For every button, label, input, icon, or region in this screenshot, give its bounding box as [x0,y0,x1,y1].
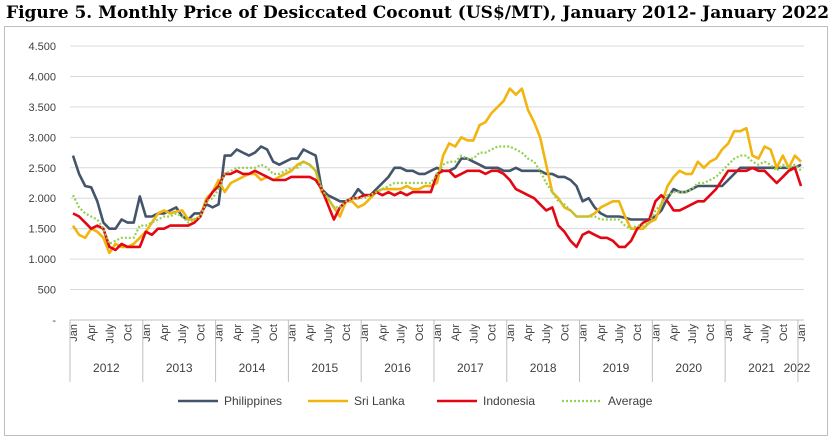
legend-label: Indonesia [483,394,535,408]
x-tick-label: Jan [214,324,226,342]
x-tick-label: Apr [305,324,317,341]
y-tick-label: - [52,315,56,327]
year-label: 2014 [239,361,266,375]
chart-frame [4,26,828,436]
year-label: 2020 [675,361,702,375]
x-tick-label: Oct [123,324,135,341]
legend-label: Average [608,394,653,408]
year-label: 2013 [166,361,193,375]
x-tick-label: Oct [632,324,644,341]
year-label: 2016 [384,361,411,375]
x-tick-label: Apr [596,324,608,341]
x-tick-label: July [250,324,262,344]
x-tick-label: July [687,324,699,344]
y-tick-label: 500 [38,285,56,297]
year-label: 2018 [530,361,557,375]
x-tick-label: Jan [650,324,662,342]
x-tick-label: Apr [232,324,244,341]
year-label: 2015 [311,361,338,375]
year-label: 2021 [748,361,775,375]
x-tick-label: July [323,324,335,344]
y-tick-label: 2.500 [28,163,56,175]
x-tick-label: Oct [414,324,426,341]
x-tick-label: Apr [669,324,681,341]
x-tick-label: Jan [68,324,80,342]
legend-label: Philippines [224,394,282,408]
year-label: 2012 [93,361,120,375]
x-tick-label: Apr [86,324,98,341]
x-tick-label: Jan [432,324,444,342]
y-tick-label: 2.000 [28,193,56,205]
x-tick-label: July [468,324,480,344]
x-tick-label: July [760,324,772,344]
y-tick-label: 3.000 [28,132,56,144]
year-label: 2019 [603,361,630,375]
figure-title: Figure 5. Monthly Price of Desiccated Co… [6,3,830,23]
y-tick-label: 4.500 [28,41,56,53]
x-tick-label: July [396,324,408,344]
series-line-average [72,145,802,245]
x-tick-label: Apr [741,324,753,341]
x-tick-label: July [614,324,626,344]
x-tick-label: Jan [359,324,371,342]
x-tick-label: Jan [723,324,735,342]
x-tick-label: Apr [523,324,535,341]
x-tick-label: Jan [141,324,153,342]
y-tick-label: 1.500 [28,224,56,236]
y-tick-label: 1.000 [28,254,56,266]
x-tick-label: July [104,324,116,344]
x-tick-label: Oct [559,324,571,341]
x-tick-label: Oct [268,324,280,341]
x-tick-label: July [541,324,553,344]
y-tick-label: 3.500 [28,102,56,114]
year-label: 2022 [784,361,811,375]
x-tick-label: Oct [705,324,717,341]
x-tick-label: Jan [286,324,298,342]
year-label: 2017 [457,361,484,375]
x-tick-label: Oct [778,324,790,341]
legend-label: Sri Lanka [354,394,405,408]
x-tick-label: Jan [505,324,517,342]
series-line-philippines [71,145,802,230]
x-tick-label: Apr [159,324,171,341]
x-tick-label: Oct [341,324,353,341]
x-tick-label: Oct [195,324,207,341]
x-tick-label: Oct [487,324,499,341]
x-tick-label: July [177,324,189,344]
x-tick-label: Jan [796,324,808,342]
x-tick-label: Apr [450,324,462,341]
x-tick-label: Jan [578,324,590,342]
y-tick-label: 4.000 [28,71,56,83]
x-tick-label: Apr [377,324,389,341]
